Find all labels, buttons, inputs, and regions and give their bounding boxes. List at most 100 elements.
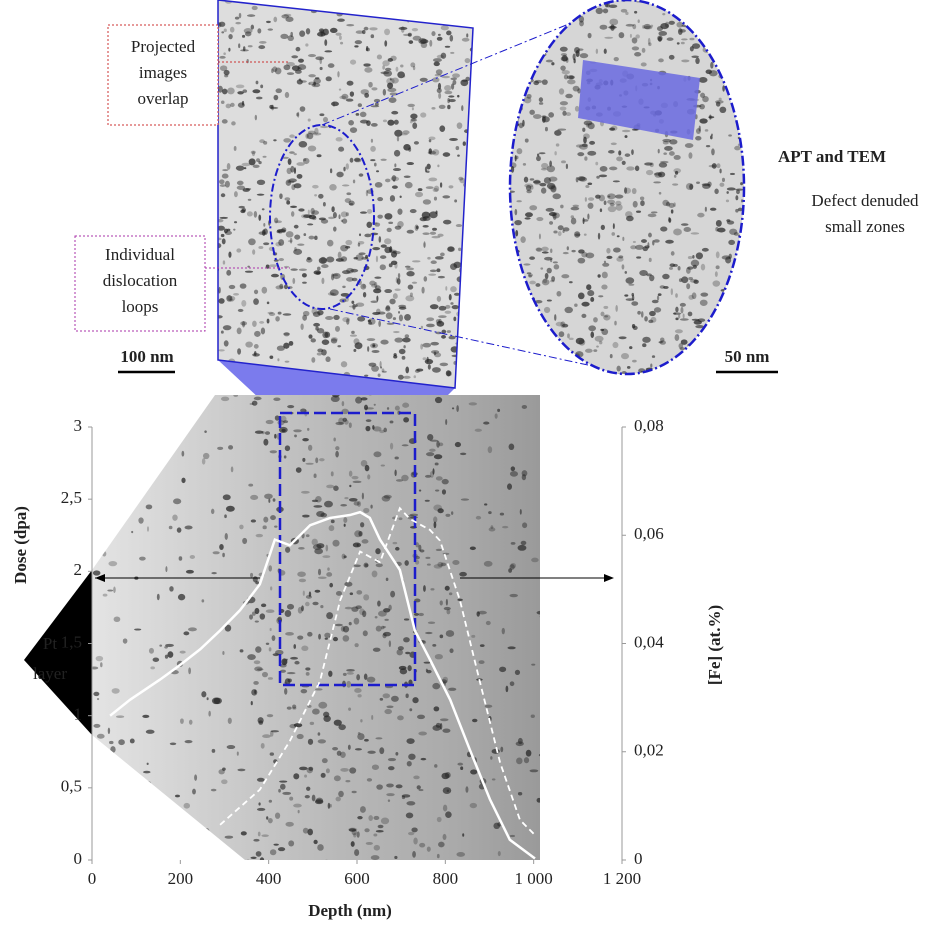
texture-dot <box>620 8 628 13</box>
texture-dot <box>350 268 359 273</box>
texture-dot <box>287 678 292 683</box>
texture-dot <box>312 708 320 715</box>
texture-dot <box>413 141 419 145</box>
texture-dot <box>426 317 435 322</box>
texture-dot <box>648 319 654 324</box>
texture-dot <box>235 165 245 171</box>
texture-dot <box>395 546 400 551</box>
texture-dot <box>254 666 263 672</box>
texture-dot <box>251 5 258 11</box>
texture-dot <box>345 163 349 170</box>
texture-dot <box>452 0 456 3</box>
texture-dot <box>117 816 122 821</box>
texture-dot <box>335 450 339 458</box>
texture-dot <box>229 296 236 301</box>
texture-dot <box>546 267 552 274</box>
texture-dot <box>384 213 393 220</box>
texture-dot <box>254 114 258 121</box>
texture-dot <box>728 134 732 137</box>
texture-dot <box>376 170 380 173</box>
texture-dot <box>651 299 659 304</box>
texture-dot <box>240 831 247 836</box>
texture-dot <box>317 31 326 37</box>
texture-dot <box>379 360 382 368</box>
texture-dot <box>251 611 256 616</box>
texture-dot <box>194 774 198 781</box>
texture-dot <box>279 193 283 200</box>
texture-dot <box>323 715 331 722</box>
texture-dot <box>315 457 319 464</box>
texture-dot <box>636 0 641 3</box>
texture-dot <box>422 357 427 361</box>
texture-dot <box>268 498 271 503</box>
texture-dot <box>631 37 638 44</box>
texture-dot <box>342 625 350 633</box>
texture-dot <box>388 640 392 648</box>
texture-dot <box>445 513 451 517</box>
texture-dot <box>523 96 532 104</box>
texture-dot <box>561 373 569 374</box>
callout-text: dislocation <box>103 271 178 290</box>
texture-dot <box>510 562 516 569</box>
texture-dot <box>286 706 292 710</box>
texture-dot <box>256 179 266 185</box>
texture-dot <box>375 625 382 632</box>
texture-dot <box>527 12 531 15</box>
texture-dot <box>251 151 256 157</box>
texture-dot <box>737 280 744 286</box>
texture-dot <box>631 301 639 306</box>
texture-dot <box>428 139 432 143</box>
texture-dot <box>438 315 447 319</box>
texture-dot <box>391 185 398 189</box>
texture-dot <box>735 195 739 201</box>
texture-dot <box>241 34 246 38</box>
texture-dot <box>541 278 550 286</box>
texture-dot <box>338 724 346 731</box>
texture-dot <box>241 300 247 307</box>
texture-dot <box>462 833 465 837</box>
texture-dot <box>111 688 120 694</box>
texture-dot <box>479 644 485 647</box>
texture-dot <box>700 92 706 98</box>
texture-dot <box>503 360 509 367</box>
texture-dot <box>370 122 378 127</box>
texture-dot <box>557 225 564 231</box>
texture-dot <box>522 522 528 529</box>
texture-dot <box>508 568 513 573</box>
texture-dot <box>525 61 532 68</box>
texture-dot <box>366 209 373 214</box>
pt-label: layer <box>33 664 67 683</box>
texture-dot <box>557 341 563 345</box>
texture-dot <box>491 778 496 781</box>
texture-dot <box>389 298 396 305</box>
texture-dot <box>518 122 524 129</box>
texture-dot <box>224 624 232 632</box>
texture-dot <box>354 45 359 48</box>
texture-dot <box>593 349 598 352</box>
texture-dot <box>526 272 532 275</box>
texture-dot <box>128 415 133 420</box>
texture-dot <box>557 128 567 131</box>
texture-dot <box>648 42 652 47</box>
texture-dot <box>371 349 380 353</box>
texture-dot <box>289 151 295 154</box>
texture-dot <box>324 50 333 53</box>
texture-dot <box>204 828 210 834</box>
texture-dot <box>554 130 562 136</box>
texture-dot <box>286 72 295 75</box>
y2-tick-label: 0,02 <box>634 741 664 760</box>
texture-dot <box>469 546 476 551</box>
texture-dot <box>333 719 342 726</box>
texture-dot <box>444 310 452 314</box>
texture-dot <box>598 295 604 298</box>
texture-dot <box>683 227 692 233</box>
texture-dot <box>415 3 422 6</box>
texture-dot <box>653 239 660 243</box>
texture-dot <box>137 817 145 821</box>
texture-dot <box>274 67 282 75</box>
texture-dot <box>307 145 317 152</box>
texture-dot <box>290 268 298 271</box>
texture-dot <box>355 605 362 610</box>
texture-dot <box>301 605 304 612</box>
texture-dot <box>524 217 531 220</box>
